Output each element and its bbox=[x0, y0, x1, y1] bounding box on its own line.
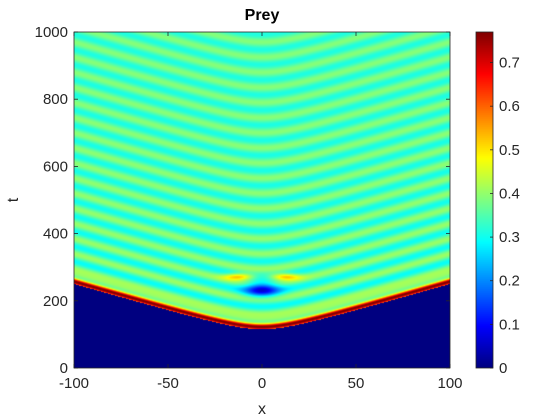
y-tick-label: 600 bbox=[43, 158, 68, 175]
y-tick-label: 1000 bbox=[35, 24, 68, 41]
y-tick-label: 400 bbox=[43, 226, 68, 243]
colorbar-tick-label: 0.5 bbox=[499, 142, 520, 159]
colorbar-tick-label: 0 bbox=[499, 360, 507, 377]
y-tick-label: 800 bbox=[43, 91, 68, 108]
colorbar-ticks: 0 0.1 0.2 0.3 0.4 0.5 0.6 0.7 bbox=[490, 55, 520, 377]
colorbar-tick-label: 0.1 bbox=[499, 316, 520, 333]
x-tick-label: 50 bbox=[348, 375, 365, 392]
colorbar-tick-label: 0.3 bbox=[499, 229, 520, 246]
y-tick-label: 200 bbox=[43, 293, 68, 310]
x-tick-label: -100 bbox=[59, 375, 89, 392]
colorbar-tick-label: 0.6 bbox=[499, 98, 520, 115]
x-axis-label: x bbox=[258, 401, 266, 418]
y-axis-label: t bbox=[5, 197, 22, 202]
colorbar-tick-label: 0.7 bbox=[499, 55, 520, 72]
heatmap-field bbox=[74, 32, 450, 368]
colorbar-tick-label: 0.4 bbox=[499, 185, 520, 202]
colorbar: 0 0.1 0.2 0.3 0.4 0.5 0.6 0.7 bbox=[475, 31, 520, 377]
plot-area bbox=[73, 31, 451, 369]
x-tick-label: -50 bbox=[157, 375, 179, 392]
colorbar-gradient bbox=[476, 32, 493, 368]
x-axis-ticks: -100 -50 0 50 100 bbox=[59, 32, 463, 392]
colorbar-frame bbox=[475, 31, 494, 369]
chart-title: Prey bbox=[245, 7, 280, 24]
y-axis-ticks: 0 200 400 600 800 1000 bbox=[35, 24, 450, 377]
y-tick-label: 0 bbox=[60, 360, 68, 377]
colorbar-tick-label: 0.2 bbox=[499, 273, 520, 290]
x-tick-label: 100 bbox=[437, 375, 462, 392]
x-tick-label: 0 bbox=[258, 375, 266, 392]
